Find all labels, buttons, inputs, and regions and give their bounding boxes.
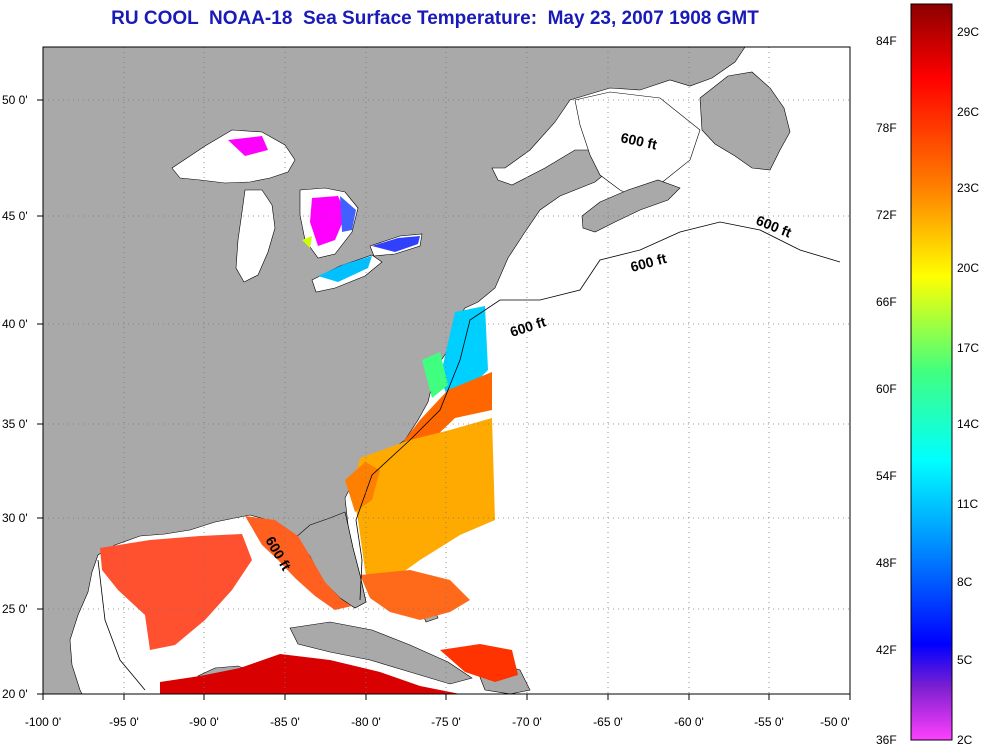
lon-tick-label: -65 0' — [593, 715, 623, 729]
land-nova-scotia — [581, 179, 681, 233]
lat-tick-label: 30 0' — [2, 511, 28, 525]
land-north-america — [43, 47, 746, 694]
lake-michigan — [235, 189, 276, 283]
lat-tick-label: 45 0' — [2, 209, 28, 223]
lon-tick-label: -95 0' — [109, 715, 139, 729]
latitude-axis: 50 0' 45 0' 40 0' 35 0' 30 0' 25 0' 20 0… — [2, 93, 43, 701]
land-newfoundland — [699, 71, 791, 171]
lon-tick-label: -60 0' — [674, 715, 704, 729]
lon-tick-label: -100 0' — [25, 715, 61, 729]
lon-tick-label: -80 0' — [351, 715, 381, 729]
lat-tick-label: 20 0' — [2, 687, 28, 701]
map-title: RU COOL NOAA-18 Sea Surface Temperature:… — [111, 8, 759, 29]
lat-tick-label: 25 0' — [2, 602, 28, 616]
contour-600ft-line — [97, 221, 841, 691]
lat-tick-label: 50 0' — [2, 93, 28, 107]
sst-data-overlay — [100, 136, 518, 694]
lon-tick-label: -75 0' — [431, 715, 461, 729]
lon-tick-label: -50 0' — [820, 715, 850, 729]
contour-label: 600 ft — [619, 129, 658, 152]
longitude-axis: -100 0' -95 0' -90 0' -85 0' -80 0' -75 … — [25, 694, 851, 729]
land-cuba — [289, 621, 473, 685]
lon-tick-label: -85 0' — [270, 715, 300, 729]
lat-tick-label: 35 0' — [2, 417, 28, 431]
lon-tick-label: -90 0' — [189, 715, 219, 729]
lon-tick-label: -55 0' — [754, 715, 784, 729]
lon-tick-label: -70 0' — [512, 715, 542, 729]
lat-tick-label: 40 0' — [2, 317, 28, 331]
